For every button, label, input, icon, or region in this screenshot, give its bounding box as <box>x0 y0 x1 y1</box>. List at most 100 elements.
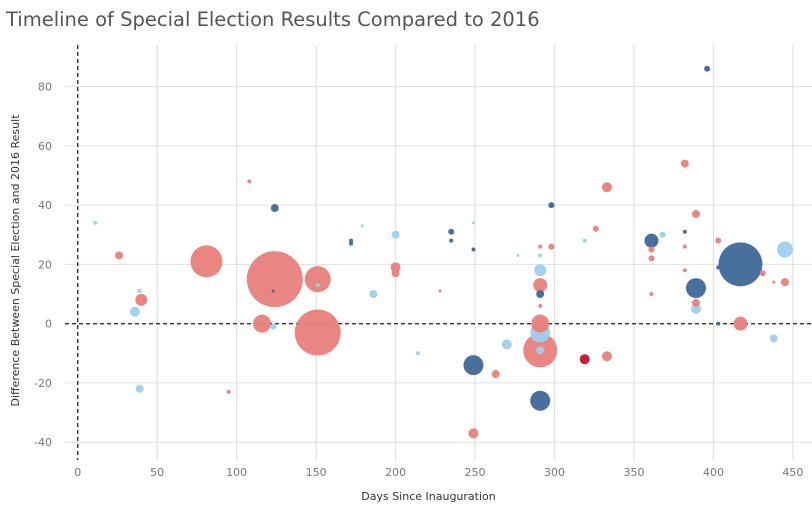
data-point <box>690 303 701 314</box>
data-point <box>349 238 354 243</box>
y-tick-label: -20 <box>34 377 52 390</box>
data-point <box>271 289 275 293</box>
data-point <box>579 354 590 365</box>
data-point <box>682 244 687 249</box>
data-point <box>246 251 303 308</box>
data-point <box>680 159 689 168</box>
data-point <box>682 268 687 273</box>
data-point <box>682 229 687 234</box>
data-point <box>448 228 455 235</box>
data-point <box>294 309 341 356</box>
data-point <box>135 293 148 306</box>
y-tick-label: 20 <box>38 258 52 271</box>
data-point <box>538 253 543 258</box>
data-point <box>369 290 378 298</box>
x-tick-label: 250 <box>465 466 486 479</box>
data-point <box>471 221 475 225</box>
data-point <box>463 355 484 376</box>
data-point <box>534 264 547 277</box>
y-tick-label: 40 <box>38 199 52 212</box>
data-point <box>190 245 223 278</box>
data-point <box>438 289 442 293</box>
data-point <box>716 321 721 326</box>
x-tick-label: 350 <box>623 466 644 479</box>
data-point <box>471 247 476 252</box>
y-axis-label: Difference Between Special Election and … <box>9 114 22 407</box>
data-point <box>530 390 551 411</box>
data-point <box>780 278 789 287</box>
data-point <box>769 334 778 343</box>
data-point <box>115 251 124 260</box>
data-point <box>691 298 700 307</box>
data-point <box>531 314 550 333</box>
data-point <box>718 242 763 287</box>
data-point <box>644 233 659 248</box>
data-point <box>315 283 320 288</box>
x-tick-label: 50 <box>150 466 164 479</box>
data-point <box>538 303 543 308</box>
y-tick-label: 60 <box>38 140 52 153</box>
x-tick-label: 400 <box>703 466 724 479</box>
data-point <box>691 209 700 218</box>
data-point <box>270 204 279 213</box>
data-point <box>360 224 364 228</box>
reference-lines <box>65 45 812 460</box>
data-point <box>601 182 612 193</box>
data-point <box>304 266 331 293</box>
data-point <box>449 238 454 243</box>
data-point <box>659 231 666 238</box>
data-point <box>536 346 545 355</box>
data-point <box>648 246 655 253</box>
data-point <box>592 225 599 232</box>
y-tick-label: -40 <box>34 436 52 449</box>
data-point <box>759 270 766 277</box>
x-tick-label: 150 <box>306 466 327 479</box>
data-point <box>349 241 354 246</box>
data-point <box>601 351 612 362</box>
data-point <box>501 339 512 350</box>
data-point <box>704 65 711 72</box>
data-point <box>93 220 98 225</box>
data-point <box>390 262 401 273</box>
data-point <box>648 255 655 262</box>
data-point <box>649 292 654 296</box>
data-point <box>685 278 706 299</box>
data-point <box>129 306 140 317</box>
data-point <box>491 370 500 379</box>
data-point <box>391 269 400 278</box>
data-point <box>253 314 272 333</box>
data-point <box>776 241 793 258</box>
data-point <box>247 179 252 184</box>
data-point <box>716 265 721 270</box>
data-point <box>548 243 555 250</box>
data-point <box>270 323 277 330</box>
data-point <box>135 384 144 393</box>
data-points <box>93 65 793 439</box>
y-tick-label: 80 <box>38 81 52 94</box>
data-point <box>536 290 545 298</box>
data-point <box>415 351 420 356</box>
data-point <box>226 389 231 394</box>
data-point <box>548 202 555 209</box>
x-tick-label: 100 <box>226 466 247 479</box>
x-axis-label: Days Since Inauguration <box>361 490 496 503</box>
data-point <box>137 289 142 294</box>
data-point <box>468 428 479 439</box>
x-tick-label: 0 <box>74 466 81 479</box>
data-point <box>516 253 520 257</box>
data-point <box>772 280 776 284</box>
data-point <box>582 238 587 243</box>
x-tick-label: 450 <box>782 466 803 479</box>
x-tick-label: 200 <box>385 466 406 479</box>
data-point <box>538 244 543 249</box>
axis-ticks: 0 50 100 150 200 250 300 350 400 450 -40 -20 0 20 40 60… <box>34 81 803 480</box>
data-point <box>391 230 400 239</box>
data-point <box>733 316 748 331</box>
y-tick-label: 0 <box>45 318 52 331</box>
chart-title: Timeline of Special Election Results Com… <box>6 8 540 31</box>
data-point <box>533 278 548 293</box>
x-tick-label: 300 <box>544 466 565 479</box>
grid-lines <box>65 45 812 460</box>
data-point <box>715 237 722 244</box>
